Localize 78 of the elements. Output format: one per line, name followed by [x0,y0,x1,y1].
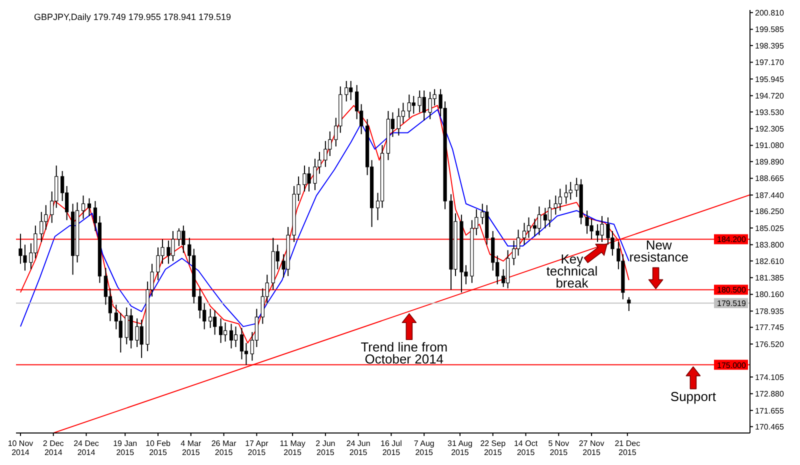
y-tick-label: 194.720 [755,92,784,101]
annotation: New resistance [629,238,688,265]
candlestick [219,318,223,344]
x-tick-label: 22 Sep 2015 [480,439,506,457]
chart-title: GBPJPY,Daily 179.749 179.955 178.941 179.519 [34,12,231,22]
candlestick [548,199,552,228]
candlestick [412,95,416,114]
y-tick-label: 174.105 [755,372,784,382]
y-tick-label: 172.880 [755,390,784,399]
ref-line-label: 184.200 [717,235,746,244]
candlestick [223,322,228,342]
y-tick-label: 183.800 [755,240,784,250]
y-tick-label: 182.610 [755,256,784,266]
y-tick-label: 192.305 [755,124,784,134]
candlestick [40,211,44,242]
candlestick [344,80,348,102]
x-tick-label: 7 Aug 2015 [414,439,434,457]
y-tick-label: 199.585 [755,25,784,34]
ref-line-label: 179.519 [717,299,746,308]
y-tick-label: 195.945 [755,74,784,84]
y-tick-label: 181.385 [755,273,784,282]
y-tick-label: 198.395 [755,41,784,50]
y-tick-label: 178.935 [755,306,784,316]
candlestick [87,198,92,217]
x-tick-label: 2 Jun 2015 [316,439,336,457]
y-tick-label: 187.440 [755,190,784,200]
x-tick-label: 19 Jan 2015 [113,439,138,457]
candlestick [532,218,537,238]
y-tick-label: 171.655 [755,406,784,416]
candlestick [516,229,520,256]
y-tick-label: 193.530 [755,108,784,117]
y-tick-label: 191.080 [755,141,784,150]
x-tick-label: 24 Dec 2014 [74,439,99,457]
ref-line-label: 180.500 [717,286,746,295]
candlestick [208,308,212,328]
y-tick-label: 170.465 [755,422,784,432]
annotation: Support [670,388,716,404]
candlestick [118,312,122,353]
x-tick-label: 31 Aug 2015 [448,439,472,457]
x-tick-label: 11 May 2015 [280,439,306,457]
x-tick-label: 26 Mar 2015 [211,439,237,457]
candlestick [522,222,526,246]
candlestick [627,296,631,312]
candlestick [422,90,426,122]
x-tick-label: 10 Nov 2014 [8,439,34,457]
candlestick [240,327,244,360]
y-tick-label: 176.520 [755,340,784,349]
y-tick-label: 197.170 [755,58,784,68]
x-tick-label: 4 Mar 2015 [180,439,202,457]
candlestick [81,195,86,220]
annotation: Key technical break [546,251,598,290]
y-tick-label: 177.745 [755,323,784,332]
y-tick-label: 180.160 [755,290,784,300]
x-tick-label: 27 Nov 2015 [578,439,604,457]
y-tick-label: 200.810 [755,8,784,18]
y-tick-label: 186.250 [755,207,784,216]
x-tick-label: 24 Jun 2015 [346,439,370,457]
candlestick [234,326,238,348]
ref-line-label: 175.000 [717,360,746,370]
candlestick [568,181,572,200]
x-tick-label: 21 Dec 2015 [614,439,640,457]
candlestick [537,206,542,236]
annotation: Trend line from October 2014 [360,340,448,367]
x-tick-label: 16 Jul 2015 [380,439,402,457]
x-tick-label: 2 Dec 2014 [42,439,64,457]
x-tick-label: 10 Feb 2015 [146,439,172,457]
candlestick [526,216,531,238]
candlestick [140,319,144,358]
candlestick [512,240,516,266]
x-tick-label: 5 Nov 2015 [548,439,570,457]
y-tick-label: 189.890 [755,157,784,166]
y-tick-label: 185.025 [755,224,784,233]
x-tick-label: 14 Oct 2015 [514,439,538,457]
y-tick-label: 188.665 [755,174,784,184]
candlestick [229,323,234,349]
x-tick-label: 17 Apr 2015 [245,439,269,457]
candlestick [198,288,202,319]
candlestick [558,188,562,212]
